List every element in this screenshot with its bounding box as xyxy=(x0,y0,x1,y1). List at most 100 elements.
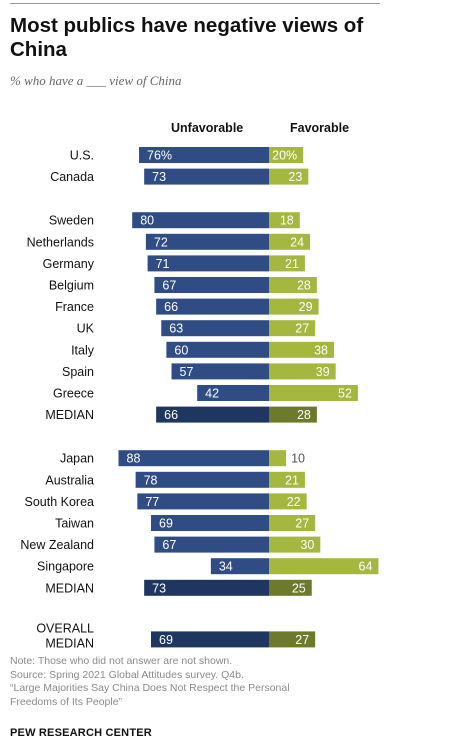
value-favorable-spain: 39 xyxy=(316,365,330,379)
bar-favorable-median xyxy=(269,406,317,423)
row-label-overall-median-2: MEDIAN xyxy=(45,636,94,650)
row-label-belgium: Belgium xyxy=(49,279,94,293)
value-unfavorable-greece: 42 xyxy=(205,387,219,401)
value-unfavorable-median: 66 xyxy=(164,408,178,422)
bar-favorable-sweden xyxy=(269,212,300,229)
bar-favorable-belgium xyxy=(269,277,317,293)
row-label-australia: Australia xyxy=(45,473,94,487)
value-favorable-u-s-: 20% xyxy=(272,149,297,163)
bar-unfavorable-new-zealand xyxy=(154,536,269,553)
top-rule xyxy=(10,3,380,4)
value-favorable-sweden: 18 xyxy=(280,214,294,228)
column-header-unfavorable: Unfavorable xyxy=(171,121,244,135)
bar-unfavorable-australia xyxy=(135,471,269,488)
footer-note: Note: Those who did not answer are not s… xyxy=(10,655,233,667)
bar-favorable-singapore xyxy=(269,558,379,575)
value-favorable-belgium: 28 xyxy=(297,279,311,293)
bar-unfavorable-belgium xyxy=(154,277,269,293)
value-favorable-new-zealand: 30 xyxy=(300,538,314,552)
row-label-japan: Japan xyxy=(60,452,94,466)
row-label-spain: Spain xyxy=(62,365,94,379)
row-label-new-zealand: New Zealand xyxy=(20,538,94,552)
bar-favorable-u-s- xyxy=(269,147,304,163)
row-label-taiwan: Taiwan xyxy=(55,517,94,531)
bar-unfavorable-netherlands xyxy=(145,233,269,250)
footer-source: Source: Spring 2021 Global Attitudes sur… xyxy=(10,668,244,681)
bar-unfavorable-germany xyxy=(147,255,269,272)
bar-favorable-australia xyxy=(269,471,305,488)
row-label-germany: Germany xyxy=(43,257,95,271)
row-label-sweden: Sweden xyxy=(49,214,94,228)
bar-unfavorable-sweden xyxy=(132,212,269,229)
bar-unfavorable-taiwan xyxy=(151,515,269,531)
row-label-greece: Greece xyxy=(53,387,94,401)
column-header-favorable: Favorable xyxy=(290,121,350,135)
value-unfavorable-japan: 88 xyxy=(127,452,141,466)
row-label-singapore: Singapore xyxy=(37,560,94,574)
value-unfavorable-netherlands: 72 xyxy=(154,235,168,249)
value-unfavorable-south-korea: 77 xyxy=(145,495,159,509)
value-favorable-median: 28 xyxy=(297,408,311,422)
row-label-uk: UK xyxy=(77,322,95,336)
value-favorable-germany: 21 xyxy=(285,257,299,271)
bar-favorable-south-korea xyxy=(269,493,307,510)
bar-favorable-canada xyxy=(269,168,309,185)
value-favorable-overall-median: 27 xyxy=(295,633,309,647)
brand-logo: PEW RESEARCH CENTER xyxy=(10,727,152,739)
bar-favorable-taiwan xyxy=(269,515,316,531)
value-favorable-netherlands: 24 xyxy=(290,235,304,249)
row-label-canada: Canada xyxy=(50,170,94,184)
value-unfavorable-median: 73 xyxy=(152,581,166,595)
bar-favorable-spain xyxy=(269,363,336,380)
bar-unfavorable-greece xyxy=(197,385,269,401)
value-unfavorable-sweden: 80 xyxy=(140,214,154,228)
bar-unfavorable-france xyxy=(156,298,269,315)
row-label-south-korea: South Korea xyxy=(25,495,95,509)
row-label-overall-median-1: OVERALL xyxy=(36,621,94,635)
bar-favorable-new-zealand xyxy=(269,536,321,553)
value-favorable-japan: 10 xyxy=(291,452,305,466)
value-unfavorable-new-zealand: 67 xyxy=(162,538,176,552)
bar-unfavorable-singapore xyxy=(210,558,269,575)
value-unfavorable-uk: 63 xyxy=(169,322,183,336)
value-favorable-uk: 27 xyxy=(295,322,309,336)
bar-unfavorable-u-s- xyxy=(139,147,269,163)
bar-unfavorable-canada xyxy=(144,168,269,185)
bar-favorable-median xyxy=(269,579,312,596)
chart-subtitle: % who have a ___ view of China xyxy=(10,73,182,88)
row-label-netherlands: Netherlands xyxy=(27,235,94,249)
value-favorable-australia: 21 xyxy=(285,473,299,487)
footer-report-title: “Large Majorities Say China Does Not Res… xyxy=(10,682,290,708)
bar-favorable-italy xyxy=(269,341,334,358)
value-favorable-singapore: 64 xyxy=(359,560,373,574)
value-favorable-taiwan: 27 xyxy=(295,517,309,531)
bar-favorable-netherlands xyxy=(269,233,311,250)
bar-unfavorable-overall-median xyxy=(151,631,269,648)
bar-favorable-japan xyxy=(269,450,287,467)
value-unfavorable-germany: 71 xyxy=(156,257,170,271)
bar-favorable-uk xyxy=(269,320,316,337)
bar-unfavorable-italy xyxy=(166,341,269,358)
value-favorable-france: 29 xyxy=(299,300,313,314)
row-label-median: MEDIAN xyxy=(45,408,94,422)
value-favorable-canada: 23 xyxy=(288,170,302,184)
bar-unfavorable-uk xyxy=(161,320,269,337)
value-unfavorable-canada: 73 xyxy=(152,170,166,184)
row-label-france: France xyxy=(55,300,94,314)
value-unfavorable-france: 66 xyxy=(164,300,178,314)
row-label-italy: Italy xyxy=(71,343,95,357)
value-unfavorable-spain: 57 xyxy=(180,365,194,379)
value-favorable-south-korea: 22 xyxy=(287,495,301,509)
value-unfavorable-belgium: 67 xyxy=(162,279,176,293)
bar-unfavorable-median xyxy=(144,579,269,596)
value-unfavorable-u-s-: 76% xyxy=(147,149,172,163)
bar-favorable-france xyxy=(269,298,319,315)
value-unfavorable-taiwan: 69 xyxy=(159,517,173,531)
bar-favorable-germany xyxy=(269,255,305,272)
chart-footer: Note: Those who did not answer are not s… xyxy=(10,655,310,709)
chart-title: Most publics have negative views of Chin… xyxy=(10,14,364,61)
value-unfavorable-overall-median: 69 xyxy=(159,633,173,647)
bar-unfavorable-japan xyxy=(118,450,270,467)
row-label-median: MEDIAN xyxy=(45,581,94,595)
value-favorable-italy: 38 xyxy=(314,343,328,357)
